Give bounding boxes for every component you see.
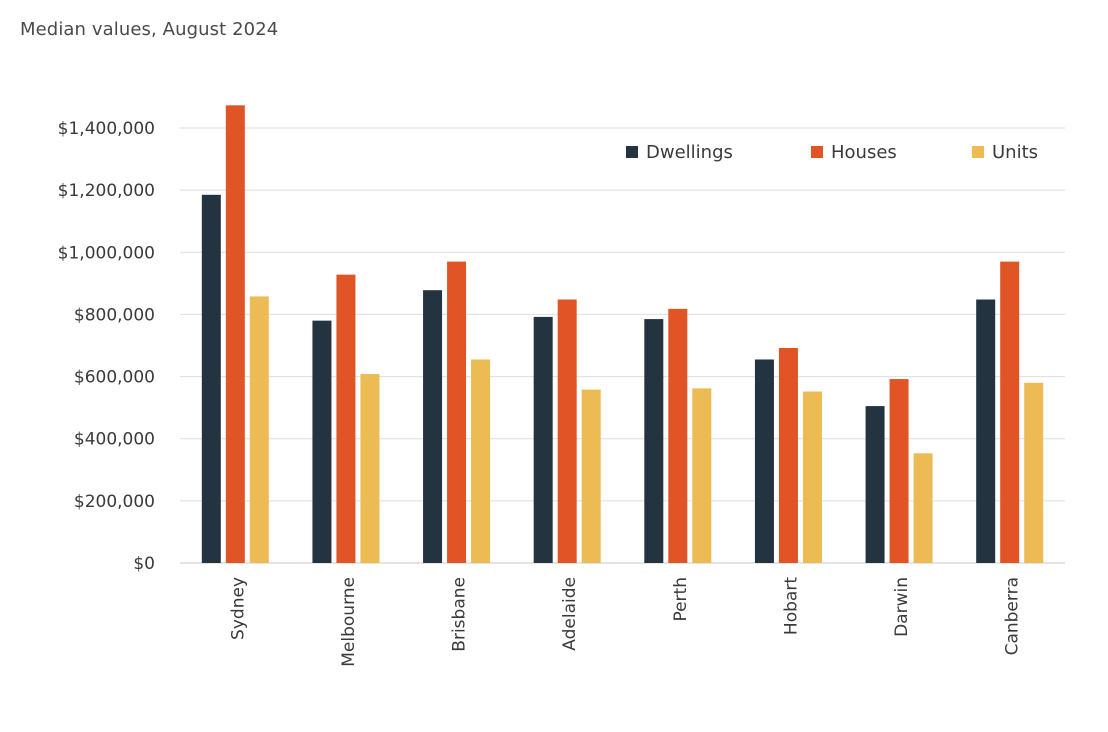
y-tick-label: $1,400,000 (58, 119, 155, 139)
y-tick-label: $1,200,000 (58, 181, 155, 201)
bar-units-melbourne (360, 374, 380, 563)
bar-dwellings-melbourne (312, 320, 332, 563)
bar-units-sydney (249, 296, 269, 563)
gridlines (180, 127, 1065, 564)
legend-label: Dwellings (646, 142, 733, 163)
y-axis-tick-labels: $0 $200,000 $400,000 $600,000 $800,000 $1,000… (58, 119, 155, 574)
y-tick-label: $1,000,000 (58, 243, 155, 263)
bar-group-brisbane (423, 261, 491, 563)
bar-houses-canberra (1000, 261, 1020, 563)
legend-label: Units (992, 142, 1038, 163)
legend-swatch (626, 146, 638, 158)
y-tick-label: $600,000 (74, 368, 155, 388)
bar-houses-perth (668, 308, 688, 563)
y-tick-label: $0 (133, 554, 155, 574)
legend-swatch (811, 146, 823, 158)
bar-houses-melbourne (336, 274, 356, 563)
bar-group-sydney (201, 105, 269, 563)
bar-houses-sydney (225, 105, 245, 563)
bar-units-adelaide (581, 389, 601, 563)
x-tick-label: Adelaide (560, 577, 580, 651)
x-tick-label: Perth (671, 577, 691, 622)
bar-units-canberra (1024, 382, 1044, 563)
bar-group-melbourne (312, 274, 380, 563)
legend-item-houses: Houses (811, 142, 897, 163)
bar-units-hobart (802, 391, 822, 563)
bar-dwellings-hobart (754, 359, 774, 563)
bar-houses-darwin (889, 379, 909, 563)
bar-dwellings-adelaide (533, 316, 553, 563)
bar-units-perth (692, 388, 712, 563)
y-tick-label: $800,000 (74, 305, 155, 325)
bar-dwellings-perth (644, 319, 664, 563)
bar-group-canberra (976, 261, 1044, 563)
bar-units-darwin (913, 453, 933, 563)
bar-houses-hobart (778, 347, 798, 563)
x-tick-label: Sydney (228, 577, 248, 640)
bar-group-perth (644, 308, 712, 563)
bars (201, 105, 1044, 563)
x-tick-label: Canberra (1003, 577, 1023, 655)
x-tick-label: Darwin (892, 577, 912, 637)
x-tick-label: Brisbane (450, 577, 470, 652)
bar-units-brisbane (471, 359, 491, 563)
bar-dwellings-sydney (201, 194, 221, 563)
y-tick-label: $200,000 (74, 492, 155, 512)
chart-subtitle: Median values, August 2024 (20, 19, 279, 40)
x-tick-label: Hobart (781, 577, 801, 635)
y-tick-label: $400,000 (74, 430, 155, 450)
bar-dwellings-darwin (865, 406, 885, 563)
legend-item-dwellings: Dwellings (626, 142, 733, 163)
legend: Dwellings Houses Units (626, 142, 1038, 163)
legend-item-units: Units (972, 142, 1038, 163)
x-tick-label: Melbourne (339, 577, 359, 667)
bar-group-adelaide (533, 299, 601, 563)
legend-swatch (972, 146, 984, 158)
bar-dwellings-brisbane (423, 290, 443, 563)
bar-group-darwin (865, 379, 933, 563)
bar-houses-adelaide (557, 299, 577, 563)
x-axis-tick-labels: Sydney Melbourne Brisbane Adelaide Perth Hoba… (228, 577, 1022, 667)
legend-label: Houses (831, 142, 897, 163)
bar-houses-brisbane (447, 261, 467, 563)
bar-dwellings-canberra (976, 299, 996, 563)
bar-group-hobart (754, 347, 822, 563)
